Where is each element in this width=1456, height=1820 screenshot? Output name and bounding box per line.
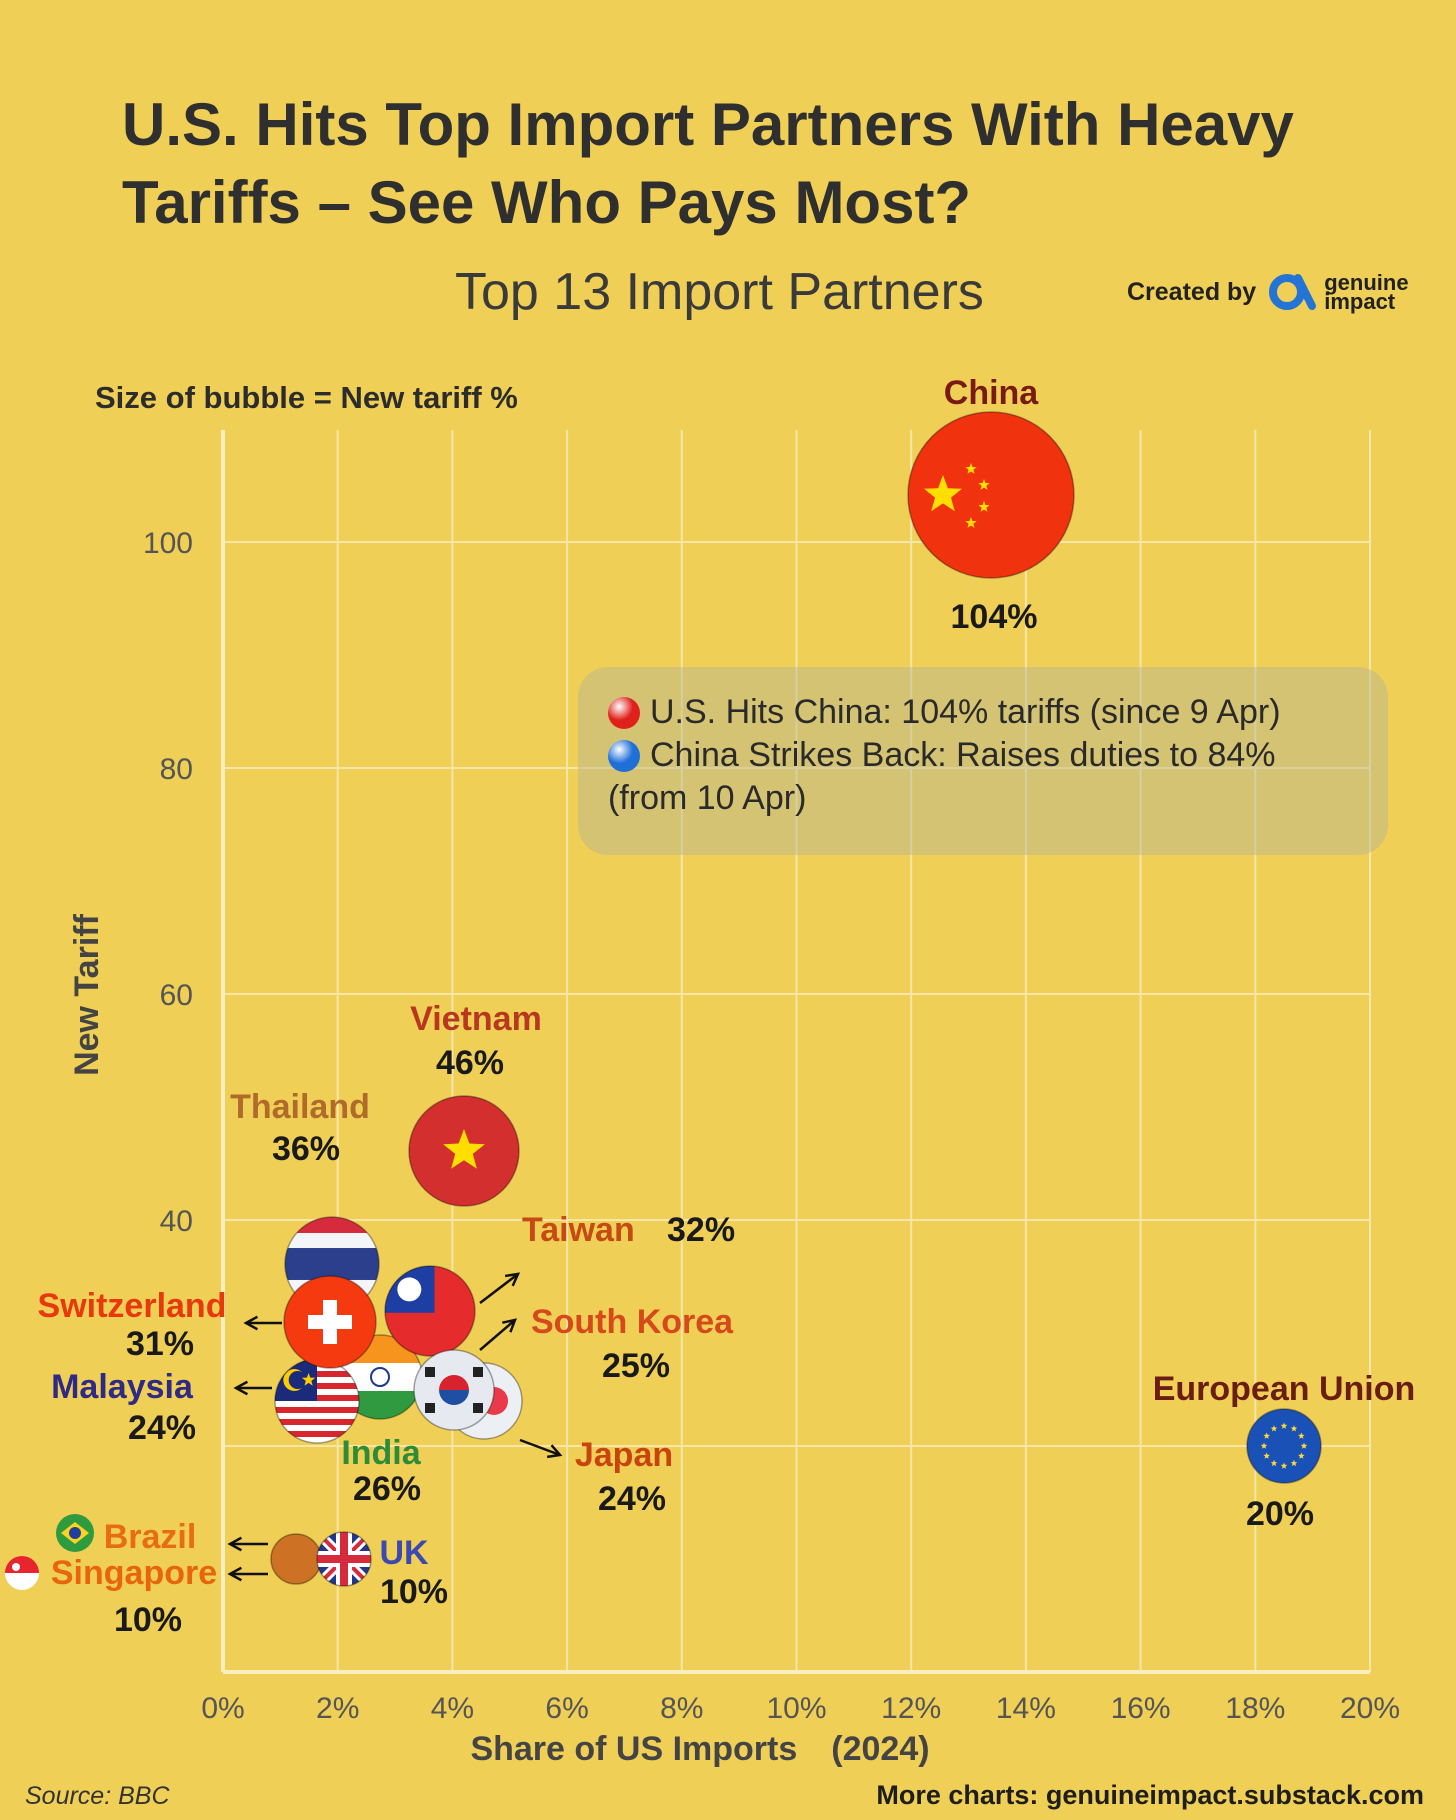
vietnam-flag-bubble — [408, 1095, 520, 1207]
brand-name: genuine impact — [1324, 270, 1409, 314]
alpha-logo-icon — [1269, 274, 1317, 310]
x-tick-label: 18% — [1225, 1692, 1285, 1725]
arrow-singapore — [227, 1566, 268, 1582]
singapore-name-label: Singapore — [51, 1554, 217, 1592]
more-charts-link[interactable]: More charts: genuineimpact.substack.com — [876, 1780, 1424, 1810]
south-korea-flag-bubble — [413, 1349, 495, 1431]
x-tick-label: 16% — [1111, 1692, 1171, 1725]
switzerland-name-label: Switzerland — [38, 1287, 227, 1325]
created-by-credit: Created by genuine impact — [1127, 270, 1409, 314]
south-korea-tariff-label: 25% — [602, 1347, 670, 1385]
callout-line-date: (from 10 Apr) — [608, 779, 807, 817]
japan-tariff-label: 24% — [598, 1480, 666, 1518]
x-tick-label: 14% — [996, 1692, 1056, 1725]
brazil-flag-bubble — [270, 1533, 322, 1585]
y-tick-label: 40 — [160, 1205, 193, 1238]
bubble-size-note: Size of bubble = New tariff % — [95, 380, 518, 415]
uk-flag-bubble — [316, 1531, 372, 1587]
country-labels: China 104% Vietnam 46% Thailand 36% Taiwan 32% S… — [5, 374, 1415, 1639]
arrow-malaysia — [233, 1380, 272, 1396]
india-tariff-label: 26% — [353, 1470, 421, 1508]
brazil-flag-icon — [56, 1514, 94, 1552]
vietnam-tariff-label: 46% — [436, 1044, 504, 1082]
china-name-label: China — [944, 374, 1040, 412]
y-axis-title: New Tariff — [68, 913, 106, 1076]
callout-line-us: U.S. Hits China: 104% tariffs (since 9 A… — [608, 691, 1358, 734]
switzerland-flag-bubble — [283, 1275, 377, 1369]
malaysia-tariff-label: 24% — [128, 1409, 196, 1447]
malaysia-name-label: Malaysia — [51, 1368, 194, 1406]
x-tick-label: 20% — [1340, 1692, 1400, 1725]
chart-axes: 0% 2% 4% 6% 8% 10% 12% 14% 16% 18% 20% 100 80 60 40 Sha… — [68, 430, 1400, 1768]
x-tick-label: 0% — [201, 1692, 244, 1725]
brazil-name-label: Brazil — [104, 1518, 197, 1556]
singapore-tariff-label: 10% — [114, 1601, 182, 1639]
chart-subtitle: Top 13 Import Partners — [455, 263, 984, 321]
chart-title: U.S. Hits Top Import Partners With Heavy… — [122, 91, 1294, 236]
malaysia-flag-bubble — [274, 1358, 360, 1444]
vietnam-name-label: Vietnam — [410, 1000, 542, 1038]
leader-arrows — [227, 1272, 563, 1582]
uk-tariff-label: 10% — [380, 1573, 448, 1611]
arrow-south-korea — [479, 1318, 517, 1351]
japan-name-label: Japan — [575, 1436, 673, 1474]
uk-name-label: UK — [379, 1534, 429, 1572]
eu-name-label: European Union — [1153, 1370, 1416, 1408]
x-tick-label: 8% — [660, 1692, 703, 1725]
taiwan-name-label: Taiwan — [522, 1211, 635, 1249]
genuine-impact-logo: genuine impact — [1268, 270, 1409, 314]
x-tick-label: 6% — [545, 1692, 588, 1725]
x-tick-label: 12% — [881, 1692, 941, 1725]
taiwan-tariff-label: 32% — [667, 1211, 735, 1249]
india-name-label: India — [341, 1434, 421, 1472]
singapore-flag-icon — [5, 1556, 39, 1590]
china-tariff-callout: U.S. Hits China: 104% tariffs (since 9 A… — [578, 667, 1388, 855]
x-axis-title: Share of US Imports (2024) — [470, 1730, 929, 1768]
china-flag-bubble — [907, 411, 1075, 579]
arrow-brazil — [227, 1536, 268, 1552]
red-circle-icon — [608, 696, 640, 729]
x-tick-label: 2% — [316, 1692, 359, 1725]
y-tick-label: 80 — [160, 753, 193, 786]
eu-flag-bubble — [1246, 1408, 1322, 1484]
eu-tariff-label: 20% — [1246, 1495, 1314, 1533]
south-korea-name-label: South Korea — [531, 1303, 734, 1341]
thailand-tariff-label: 36% — [272, 1130, 340, 1168]
source-note: Source: BBC — [25, 1782, 170, 1810]
x-tick-label: 10% — [766, 1692, 826, 1725]
china-tariff-label: 104% — [951, 598, 1038, 636]
arrow-taiwan — [479, 1272, 521, 1304]
arrow-japan — [519, 1438, 563, 1459]
taiwan-flag-bubble — [384, 1265, 476, 1357]
callout-line-china: China Strikes Back: Raises duties to 84% — [608, 734, 1358, 777]
switzerland-tariff-label: 31% — [126, 1325, 194, 1363]
y-tick-label: 100 — [143, 527, 193, 560]
arrow-switzerland — [243, 1315, 282, 1331]
thailand-name-label: Thailand — [230, 1088, 370, 1126]
blue-circle-icon — [608, 739, 640, 772]
created-by-label: Created by — [1127, 277, 1257, 306]
x-tick-label: 4% — [431, 1692, 474, 1725]
y-tick-label: 60 — [160, 979, 193, 1012]
